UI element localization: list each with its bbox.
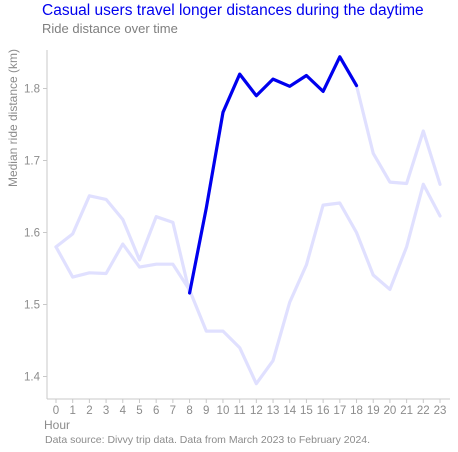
series-layer (54, 55, 442, 386)
x-tick-label: 20 (384, 405, 397, 417)
x-tick-label: 14 (283, 405, 296, 417)
x-tick-label: 17 (333, 405, 346, 417)
y-axis-title: Median ride distance (km) (6, 49, 20, 187)
x-tick-label: 13 (267, 405, 280, 417)
x-tick-label: 15 (300, 405, 313, 417)
x-tick-label: 5 (136, 405, 142, 417)
chart-title: Casual users travel longer distances dur… (42, 2, 424, 19)
x-tick-label: 0 (53, 405, 59, 417)
x-tick-label: 2 (86, 405, 92, 417)
y-tick-label: 1.5 (24, 300, 40, 312)
x-tick-label: 16 (317, 405, 330, 417)
x-tick-label: 11 (234, 405, 246, 417)
x-tick-label: 21 (400, 405, 413, 417)
y-tick-label: 1.8 (24, 84, 40, 96)
x-tick-label: 3 (103, 405, 109, 417)
y-tick-label: 1.4 (24, 372, 41, 384)
y-tick-label: 1.7 (24, 156, 40, 168)
x-tick-label: 9 (203, 405, 209, 417)
x-tick-label: 18 (350, 405, 363, 417)
x-tick-label: 12 (250, 405, 263, 417)
axis-layer: 1.41.51.61.71.80 1 2 3 4 5 6 7 8 9 10 11 12 13 14 15 16 1… (6, 49, 450, 432)
x-tick-label: 22 (417, 405, 430, 417)
x-tick-label: 10 (217, 405, 230, 417)
chart-subtitle: Ride distance over time (42, 21, 178, 36)
x-tick-label: 8 (186, 405, 192, 417)
y-tick-label: 1.6 (24, 228, 40, 240)
x-tick-label: 19 (367, 405, 380, 417)
data-source-caption: Data source: Divvy trip data. Data from … (45, 434, 371, 446)
x-axis-title: Hour (44, 418, 70, 432)
x-tick-label: 4 (120, 405, 127, 417)
highlight-series-line (188, 55, 359, 295)
x-tick-label: 23 (434, 405, 447, 417)
muted-series-line-1 (54, 182, 442, 386)
x-tick-label: 6 (153, 405, 159, 417)
x-tick-label: 7 (170, 405, 176, 417)
x-tick-label: 1 (69, 405, 75, 417)
